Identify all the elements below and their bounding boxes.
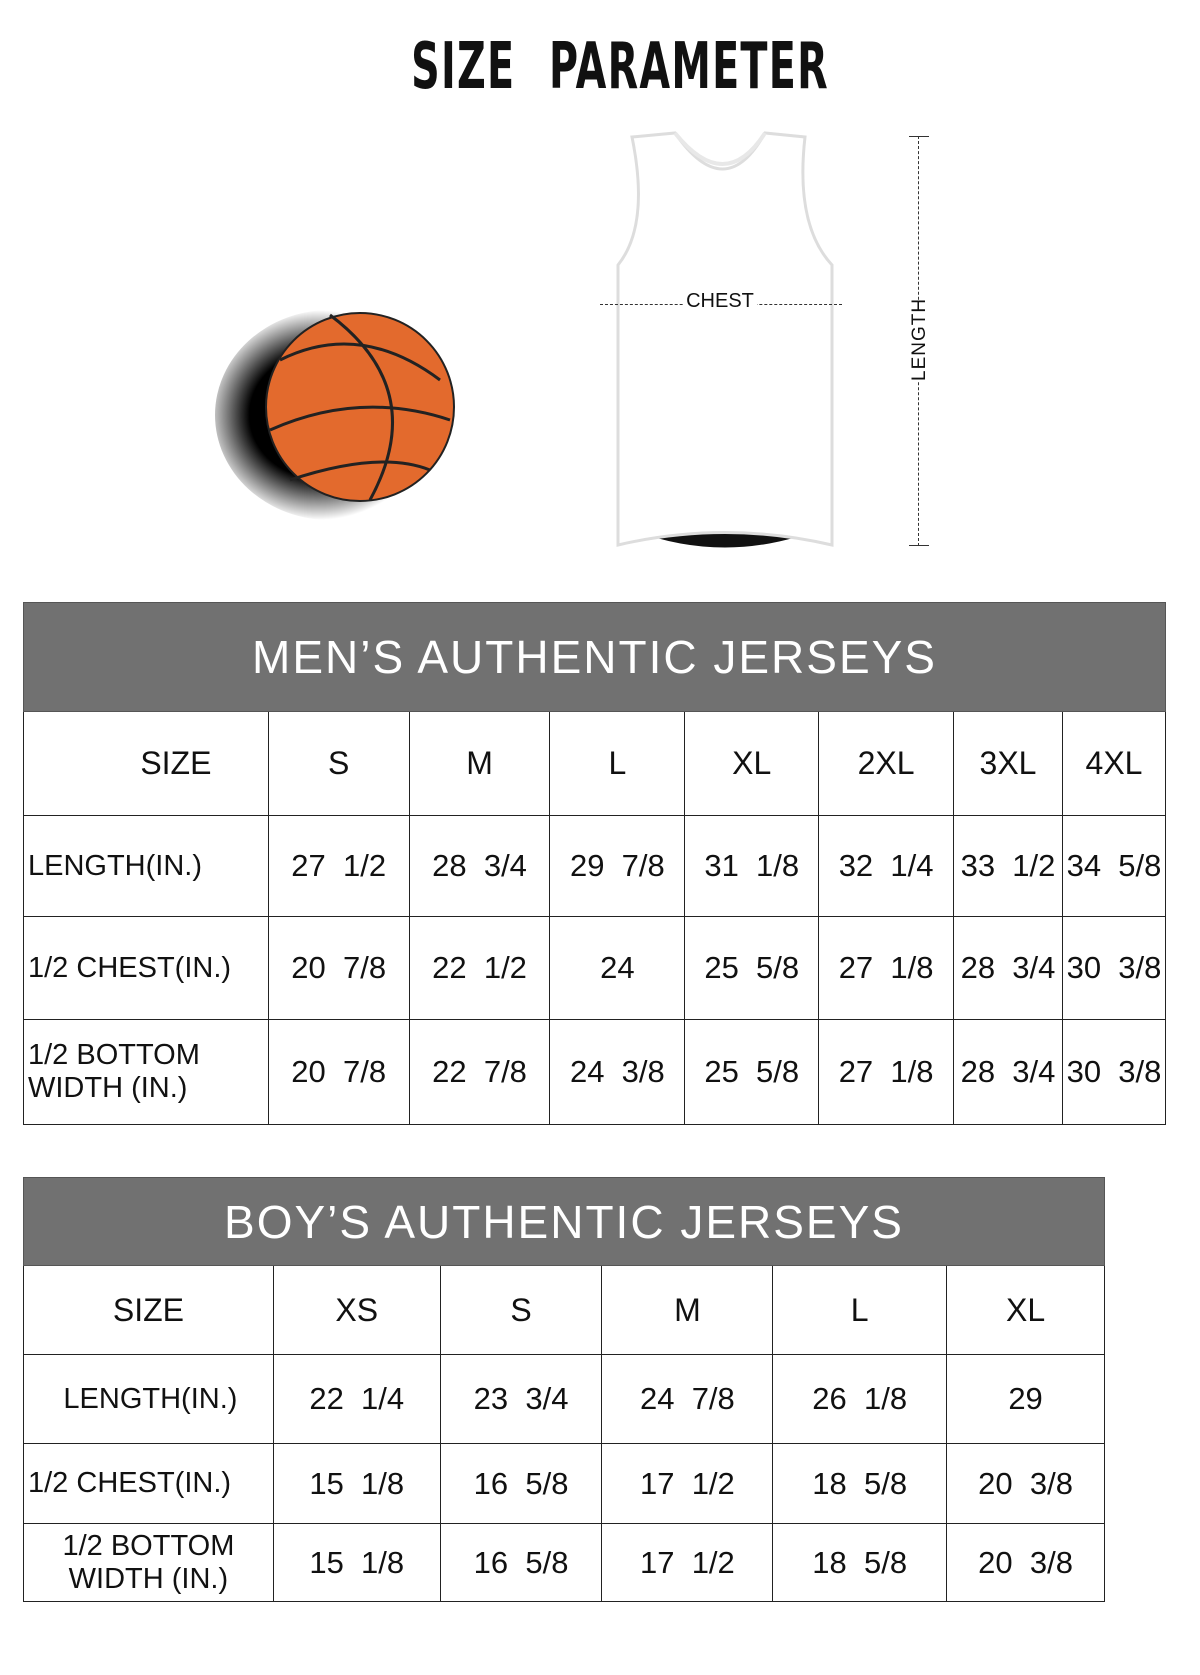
size-col: S	[439, 1265, 603, 1355]
cell: 32 1/4	[818, 815, 955, 917]
chest-label-text: CHEST	[683, 290, 757, 312]
mens-table-heading: MEN’S AUTHENTIC JERSEYS	[23, 602, 1166, 712]
cell: 24 7/8	[601, 1354, 774, 1444]
cell: 33 1/2	[953, 815, 1063, 917]
cell: 20 7/8	[267, 1019, 410, 1125]
cell: 25 5/8	[684, 916, 820, 1020]
table-row: 1/2 BOTTOM WIDTH (IN.) 15 1/8 16 5/8 17 …	[23, 1523, 1105, 1602]
size-col: XL	[946, 1265, 1105, 1355]
length-cap-top	[909, 136, 929, 137]
cell: 16 5/8	[439, 1443, 603, 1524]
size-header: SIZE	[23, 1265, 274, 1355]
chest-label: CHEST	[600, 290, 840, 313]
cell: 26 1/8	[772, 1354, 948, 1444]
size-col: 2XL	[818, 711, 955, 816]
cell: 23 3/4	[439, 1354, 603, 1444]
cell: 24	[549, 916, 686, 1020]
cell: 27 1/8	[818, 916, 955, 1020]
cell: 27 1/8	[818, 1019, 955, 1125]
cell: 18 5/8	[772, 1443, 948, 1524]
cell: 16 5/8	[439, 1523, 603, 1602]
mens-size-table: MEN’S AUTHENTIC JERSEYS SIZE S M L XL 2X…	[23, 602, 1167, 1125]
cell: 27 1/2	[267, 815, 410, 917]
size-col: 4XL	[1061, 711, 1167, 816]
cell: 30 3/8	[1061, 1019, 1167, 1125]
cell: 28 3/4	[953, 916, 1063, 1020]
cell: 28 3/4	[953, 1019, 1063, 1125]
cell: 20 3/8	[946, 1443, 1105, 1524]
cell: 25 5/8	[684, 1019, 820, 1125]
basketball-icon	[215, 310, 455, 520]
cell: 30 3/8	[1061, 916, 1167, 1020]
row-label: 1/2 CHEST(IN.)	[23, 1443, 274, 1524]
boys-size-table: BOY’S AUTHENTIC JERSEYS SIZE XS S M L XL…	[23, 1177, 1105, 1602]
cell: 15 1/8	[272, 1523, 441, 1602]
cell: 22 1/4	[272, 1354, 441, 1444]
cell: 20 3/8	[946, 1523, 1105, 1602]
row-label: 1/2 CHEST(IN.)	[23, 916, 269, 1020]
cell: 17 1/2	[601, 1523, 774, 1602]
size-col: M	[408, 711, 551, 816]
row-label: LENGTH(IN.)	[23, 815, 269, 917]
length-cap-bottom	[909, 545, 929, 546]
cell: 31 1/8	[684, 815, 820, 917]
length-label: LENGTH	[909, 297, 931, 381]
cell: 20 7/8	[267, 916, 410, 1020]
cell: 18 5/8	[772, 1523, 948, 1602]
size-col: S	[267, 711, 410, 816]
table-row: 1/2 BOTTOM WIDTH (IN.) 20 7/8 22 7/8 24 …	[23, 1019, 1167, 1125]
table-row: LENGTH(IN.) 22 1/4 23 3/4 24 7/8 26 1/8 …	[23, 1354, 1105, 1444]
cell: 24 3/8	[549, 1019, 686, 1125]
size-col: XS	[272, 1265, 441, 1355]
cell: 34 5/8	[1061, 815, 1167, 917]
row-label: 1/2 BOTTOM WIDTH (IN.)	[23, 1523, 274, 1602]
size-col: M	[601, 1265, 774, 1355]
cell: 29 7/8	[549, 815, 686, 917]
size-col: 3XL	[953, 711, 1063, 816]
size-header: SIZE	[23, 711, 269, 816]
size-col: L	[549, 711, 686, 816]
jersey-illustration	[616, 131, 834, 548]
cell: 17 1/2	[601, 1443, 774, 1524]
cell: 28 3/4	[408, 815, 551, 917]
table-row: 1/2 CHEST(IN.) 15 1/8 16 5/8 17 1/2 18 5…	[23, 1443, 1105, 1524]
page-title: SIZE PARAMETER	[411, 30, 829, 104]
cell: 22 1/2	[408, 916, 551, 1020]
size-col: L	[772, 1265, 948, 1355]
cell: 29	[946, 1354, 1105, 1444]
row-label: LENGTH(IN.)	[23, 1354, 274, 1444]
boys-table-heading: BOY’S AUTHENTIC JERSEYS	[23, 1177, 1105, 1266]
size-col: XL	[684, 711, 820, 816]
cell: 15 1/8	[272, 1443, 441, 1524]
row-label: 1/2 BOTTOM WIDTH (IN.)	[23, 1019, 269, 1125]
table-row: 1/2 CHEST(IN.) 20 7/8 22 1/2 24 25 5/8 2…	[23, 916, 1167, 1020]
table-row: LENGTH(IN.) 27 1/2 28 3/4 29 7/8 31 1/8 …	[23, 815, 1167, 917]
cell: 22 7/8	[408, 1019, 551, 1125]
